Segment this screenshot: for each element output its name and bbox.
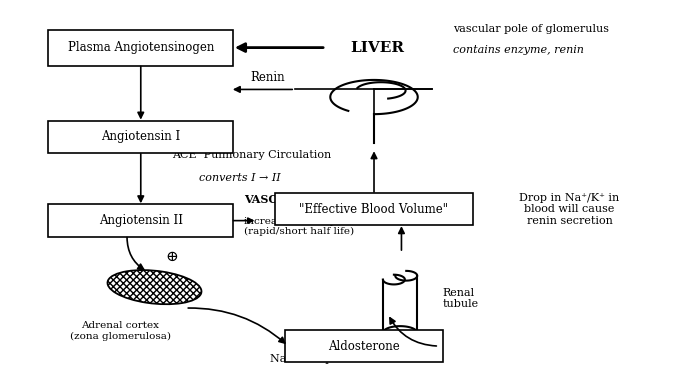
Text: Plasma Angiotensinogen: Plasma Angiotensinogen — [68, 41, 214, 54]
Text: ACE  Pulmonary Circulation: ACE Pulmonary Circulation — [172, 150, 331, 160]
FancyBboxPatch shape — [48, 204, 233, 237]
FancyBboxPatch shape — [274, 193, 473, 225]
Text: "Effective Blood Volume": "Effective Blood Volume" — [300, 203, 449, 216]
Text: VASOCONSTRICTION:: VASOCONSTRICTION: — [244, 194, 383, 205]
Text: contains enzyme, renin: contains enzyme, renin — [453, 45, 584, 54]
FancyBboxPatch shape — [285, 330, 442, 362]
Text: increases blood pressure
(rapid/short half life): increases blood pressure (rapid/short ha… — [244, 217, 376, 236]
Text: Adrenal cortex
(zona glomerulosa): Adrenal cortex (zona glomerulosa) — [70, 321, 171, 341]
Text: converts I → II: converts I → II — [199, 173, 281, 183]
Text: Angiotensin II: Angiotensin II — [99, 214, 183, 227]
Text: Renal
tubule: Renal tubule — [442, 288, 479, 309]
Text: Angiotensin I: Angiotensin I — [101, 130, 181, 144]
FancyBboxPatch shape — [48, 29, 233, 66]
FancyBboxPatch shape — [48, 121, 233, 153]
Ellipse shape — [108, 270, 202, 304]
Text: Na⁺ resorption: Na⁺ resorption — [270, 354, 354, 364]
Text: LIVER: LIVER — [350, 41, 404, 55]
Text: Drop in Na⁺/K⁺ in
blood will cause
renin secretion: Drop in Na⁺/K⁺ in blood will cause renin… — [519, 192, 620, 226]
Text: Renin: Renin — [251, 71, 285, 84]
Text: ⊕: ⊕ — [165, 250, 178, 264]
Text: Aldosterone: Aldosterone — [328, 340, 400, 353]
Text: vascular pole of glomerulus: vascular pole of glomerulus — [453, 24, 609, 34]
